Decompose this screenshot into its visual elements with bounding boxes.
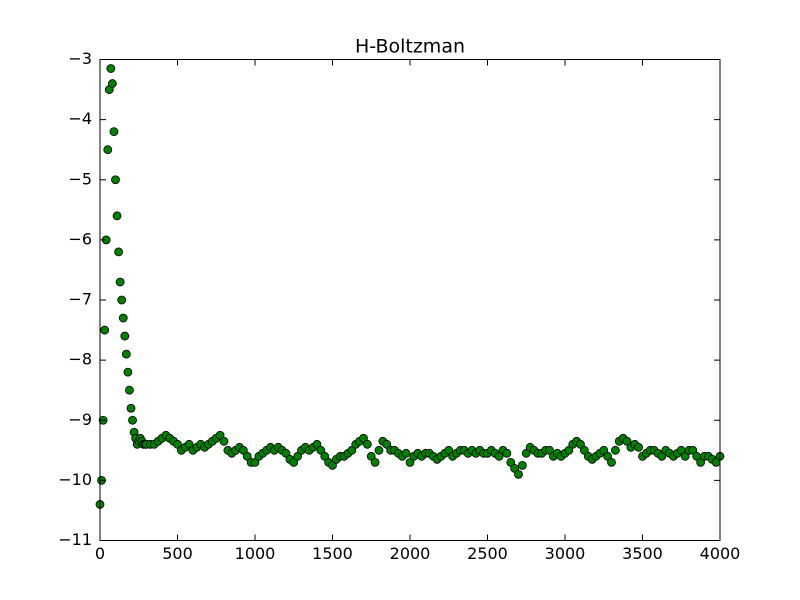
x-tick-label: 2500 [467, 544, 508, 563]
plot-area [95, 64, 725, 509]
x-tick-label: 3500 [622, 544, 663, 563]
y-tick-label: −6 [68, 229, 92, 248]
point [370, 457, 380, 467]
point [117, 295, 127, 305]
point [106, 64, 116, 73]
point [112, 211, 122, 221]
point [517, 460, 527, 470]
chart-title: H-Boltzman [355, 36, 465, 58]
point [607, 457, 616, 467]
x-tick-label: 1500 [312, 544, 353, 563]
point [118, 313, 128, 323]
point [125, 385, 134, 395]
point [123, 367, 133, 377]
point [115, 277, 125, 287]
x-tick-label: 0 [95, 544, 105, 563]
y-tick-label: −4 [68, 109, 92, 128]
point [610, 445, 620, 455]
y-tick-label: −7 [68, 290, 92, 309]
point [103, 145, 113, 155]
point [114, 247, 123, 257]
x-tick-label: 1000 [235, 544, 276, 563]
x-tick-label: 3000 [545, 544, 586, 563]
y-tick-label: −8 [68, 350, 92, 369]
point [126, 403, 136, 413]
point [120, 331, 130, 341]
y-tick-label: −10 [58, 470, 92, 489]
point [362, 439, 372, 449]
y-tick-label: −3 [68, 49, 92, 68]
x-tick-label: 500 [162, 544, 193, 563]
point [502, 448, 512, 458]
y-tick-label: −11 [58, 530, 92, 549]
point [401, 448, 411, 458]
y-tick-label: −5 [68, 169, 92, 188]
point [634, 442, 644, 452]
y-tick-label: −9 [68, 410, 92, 429]
x-tick-label: 2000 [390, 544, 431, 563]
point [514, 469, 523, 479]
point [219, 436, 229, 446]
point [109, 127, 119, 137]
point [108, 79, 117, 88]
point [111, 175, 120, 185]
x-tick-label: 4000 [700, 544, 741, 563]
point [374, 445, 384, 455]
point [121, 349, 131, 359]
point [128, 415, 137, 425]
point [100, 325, 110, 335]
